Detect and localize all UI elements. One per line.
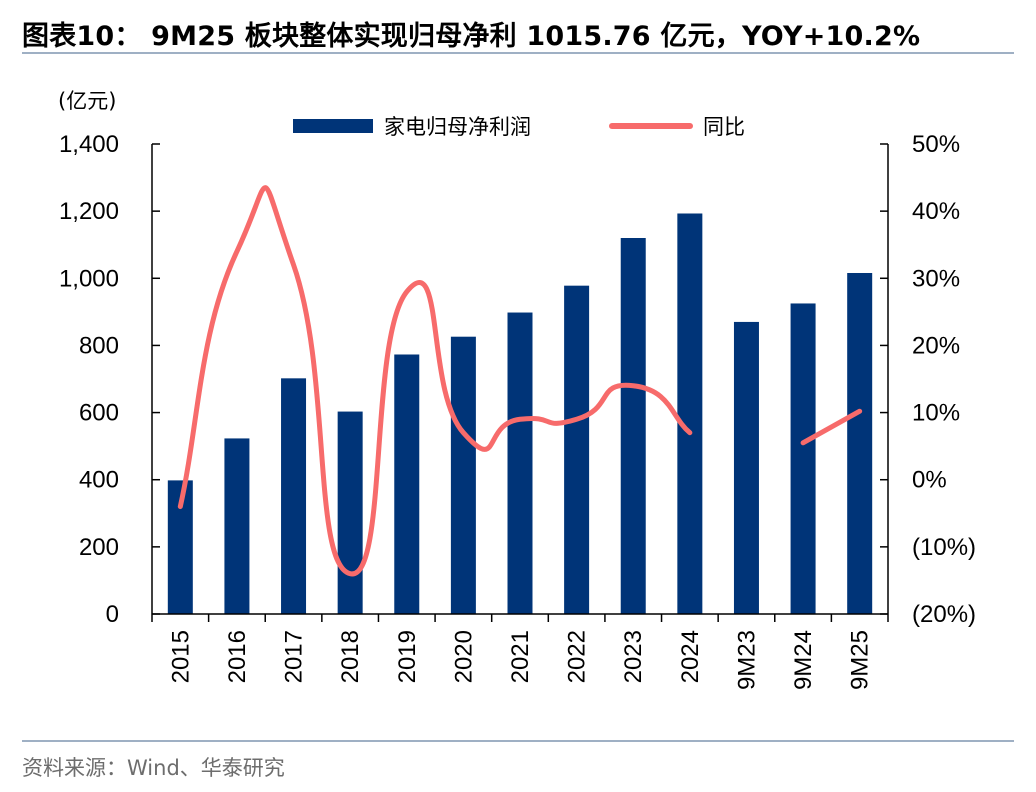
bar-2021 xyxy=(507,312,533,614)
yoy-line-segment-1 xyxy=(177,185,693,577)
left-tick-label: 1,200 xyxy=(59,198,119,225)
x-category-label: 9M23 xyxy=(733,630,760,690)
bar-2017 xyxy=(281,378,307,614)
left-axis-unit: (亿元) xyxy=(58,89,116,113)
left-tick-label: 200 xyxy=(79,534,119,561)
legend: 家电归母净利润 同比 xyxy=(293,115,745,139)
bar-2023 xyxy=(620,238,646,614)
x-category-label: 2015 xyxy=(167,630,194,683)
x-category-label: 2023 xyxy=(620,630,647,683)
footer-rule xyxy=(22,740,1014,742)
x-category-label: 2017 xyxy=(281,630,308,683)
right-tick-label: (20%) xyxy=(912,601,976,628)
bar-2024 xyxy=(677,213,703,614)
legend-bar-label: 家电归母净利润 xyxy=(384,115,531,139)
x-category-label: 9M25 xyxy=(847,630,874,690)
chart-title: 图表10： 9M25 板块整体实现归母净利 1015.76 亿元，YOY+10.… xyxy=(22,21,921,52)
right-tick-label: 40% xyxy=(912,198,960,225)
left-tick-label: 1,000 xyxy=(59,265,119,292)
right-tick-label: 20% xyxy=(912,332,960,359)
right-tick-label: 50% xyxy=(912,131,960,158)
x-category-label: 2016 xyxy=(224,630,251,683)
bar-2016 xyxy=(224,438,250,614)
left-tick-label: 800 xyxy=(79,332,119,359)
left-tick-label: 0 xyxy=(106,601,119,628)
left-tick-label: 1,400 xyxy=(59,131,119,158)
left-tick-label: 400 xyxy=(79,467,119,494)
right-tick-label: (10%) xyxy=(912,534,976,561)
x-category-label: 2022 xyxy=(564,630,591,683)
bar-2018 xyxy=(337,411,363,614)
x-category-label: 2018 xyxy=(337,630,364,683)
x-category-label: 2021 xyxy=(507,630,534,683)
x-category-label: 2019 xyxy=(394,630,421,683)
right-tick-label: 0% xyxy=(912,467,947,494)
x-category-label: 2020 xyxy=(450,630,477,683)
right-tick-label: 30% xyxy=(912,265,960,292)
bar-2020 xyxy=(450,336,476,614)
bar-9M25 xyxy=(847,272,873,614)
bar-9M23 xyxy=(733,321,759,614)
source-note: 资料来源：Wind、华泰研究 xyxy=(22,756,285,780)
legend-bar-swatch xyxy=(293,119,373,133)
yoy-line-segment-2 xyxy=(800,408,863,446)
bar-9M24 xyxy=(790,303,816,614)
x-category-label: 2024 xyxy=(677,630,704,683)
bar-2019 xyxy=(394,354,420,614)
right-tick-label: 10% xyxy=(912,400,960,427)
title-rule xyxy=(22,52,1014,54)
x-category-label: 9M24 xyxy=(790,630,817,690)
bar-2022 xyxy=(564,285,590,614)
legend-line-label: 同比 xyxy=(703,115,745,139)
left-tick-label: 600 xyxy=(79,400,119,427)
